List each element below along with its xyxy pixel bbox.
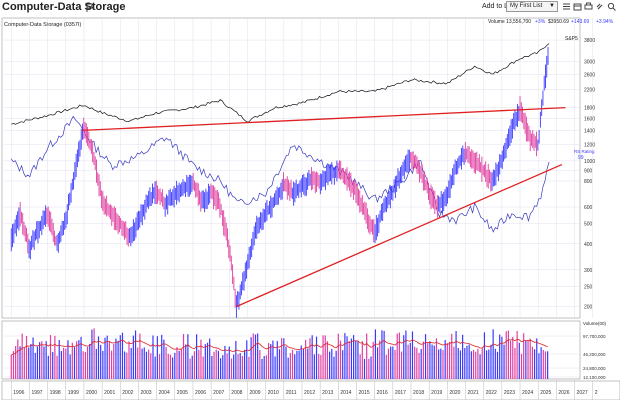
index-label: S&P5 [565, 36, 578, 42]
date-tick-label: 1999 [68, 390, 79, 396]
volume-stat: Volume 13,556,700 [488, 19, 531, 25]
volume-change-stat: +3% [535, 19, 546, 25]
stock-chart: Computer-Data Storage (0357I) Volume 13,… [1, 17, 620, 400]
date-tick-label: 2000 [86, 390, 97, 396]
price-tick-label: 2200 [584, 88, 595, 94]
pct-change-stat: +3.94% [596, 19, 614, 25]
index-line [11, 43, 550, 125]
price-tick-label: 600 [584, 205, 593, 211]
date-tick-label: 2002 [122, 390, 133, 396]
date-tick-label: 2025 [540, 390, 551, 396]
rs-rating-label: RS Rating [574, 149, 595, 154]
date-tick-label: 2016 [377, 390, 388, 396]
link-icon[interactable] [595, 2, 604, 11]
rs-line [11, 115, 550, 233]
zoom-icon[interactable] [607, 2, 616, 11]
rs-rating-value: 99 [578, 155, 584, 161]
price-tick-label: 1600 [584, 116, 595, 122]
date-tick-label: 2008 [231, 390, 242, 396]
price-change-stat: +143.69 [571, 19, 589, 25]
volume-tick-label: 12,100,000 [583, 375, 606, 380]
date-tick-label: 2015 [359, 390, 370, 396]
price-tick-label: 500 [584, 222, 593, 228]
price-tick-label: 1800 [584, 106, 595, 112]
date-tick-label: 2020 [449, 390, 460, 396]
date-tick-label: 2019 [431, 390, 442, 396]
date-tick-label: 2010 [268, 390, 279, 396]
symbol-label: Computer-Data Storage (0357I) [4, 22, 82, 28]
gridlines [4, 18, 593, 318]
date-tick-label: 2018 [413, 390, 424, 396]
price-tick-label: 300 [584, 268, 593, 274]
price-tick-label: 1000 [584, 159, 595, 165]
date-tick-label: 2003 [140, 390, 151, 396]
volume-bars [10, 328, 549, 379]
price-tick-label: 1400 [584, 128, 595, 134]
rs-line-path [11, 115, 550, 233]
calendar-icon[interactable] [573, 2, 582, 11]
price-tick-label: 250 [584, 284, 593, 290]
date-tick-label: 2014 [340, 390, 351, 396]
trendlines [82, 107, 566, 308]
volume-moving-average [11, 338, 548, 356]
list-select[interactable]: My First List ▼ [506, 1, 558, 12]
page-title: Computer-Data Storage [2, 1, 126, 13]
date-tick-label: 2027 [577, 390, 588, 396]
price-panel [1, 17, 581, 319]
price-stat: $3950.69 [548, 19, 569, 25]
date-tick-label: 2026 [558, 390, 569, 396]
date-tick-label: 2012 [304, 390, 315, 396]
toolbar: Computer-Data Storage Add to List: My Fi… [0, 0, 620, 16]
chevron-down-icon: ▼ [549, 3, 555, 9]
date-tick-label: 2022 [486, 390, 497, 396]
index-line-path [11, 43, 550, 125]
date-axis: 1996 1997 1998 1999 2000 2001 2002 2003 2004 2005… [11, 381, 598, 400]
date-tick-label: 2023 [504, 390, 515, 396]
flag-icon[interactable] [86, 3, 94, 12]
price-tick-label: 2600 [584, 72, 595, 78]
date-tick-label: 2017 [395, 390, 406, 396]
list-icon[interactable] [562, 2, 571, 11]
date-tick-label: 2007 [213, 390, 224, 396]
date-tick-label: 2006 [195, 390, 206, 396]
trendline [236, 163, 563, 308]
date-tick-label: 2011 [286, 390, 297, 396]
date-tick-label: 2013 [322, 390, 333, 396]
price-tick-label: 400 [584, 242, 593, 248]
list-select-value: My First List [510, 3, 543, 9]
date-tick-label: 1997 [31, 390, 42, 396]
price-bars [10, 46, 549, 318]
price-tick-label: 3800 [584, 38, 595, 44]
trendline [82, 107, 566, 132]
date-tick-label: 2009 [249, 390, 260, 396]
price-tick-label: 900 [584, 168, 593, 174]
date-tick-label: 1996 [13, 390, 24, 396]
date-tick-label: 1998 [50, 390, 61, 396]
add-to-list-label: Add to List: [482, 3, 518, 10]
volume-tick-label: 24,800,000 [583, 366, 606, 371]
volume-tick-label: 97,700,000 [583, 334, 606, 339]
price-tick-label: 1200 [584, 142, 595, 148]
price-tick-label: 3000 [584, 59, 595, 65]
volume-tick-label: 46,200,000 [583, 352, 606, 357]
price-tick-label: 200 [584, 304, 593, 310]
volume-title: Volume(00) [583, 321, 607, 326]
date-tick-label: 2024 [522, 390, 533, 396]
date-tick-label: 2005 [177, 390, 188, 396]
price-tick-label: 800 [584, 179, 593, 185]
date-tick-label: 2021 [468, 390, 479, 396]
print-icon[interactable] [584, 2, 593, 11]
date-tick-label: 2001 [104, 390, 115, 396]
date-tick-label: 2004 [159, 390, 170, 396]
date-tick-label: 2 [595, 390, 598, 396]
price-axis: 3800 3000 2600 2200 1800 1600 1400 1200 1000 900 8… [584, 38, 595, 310]
